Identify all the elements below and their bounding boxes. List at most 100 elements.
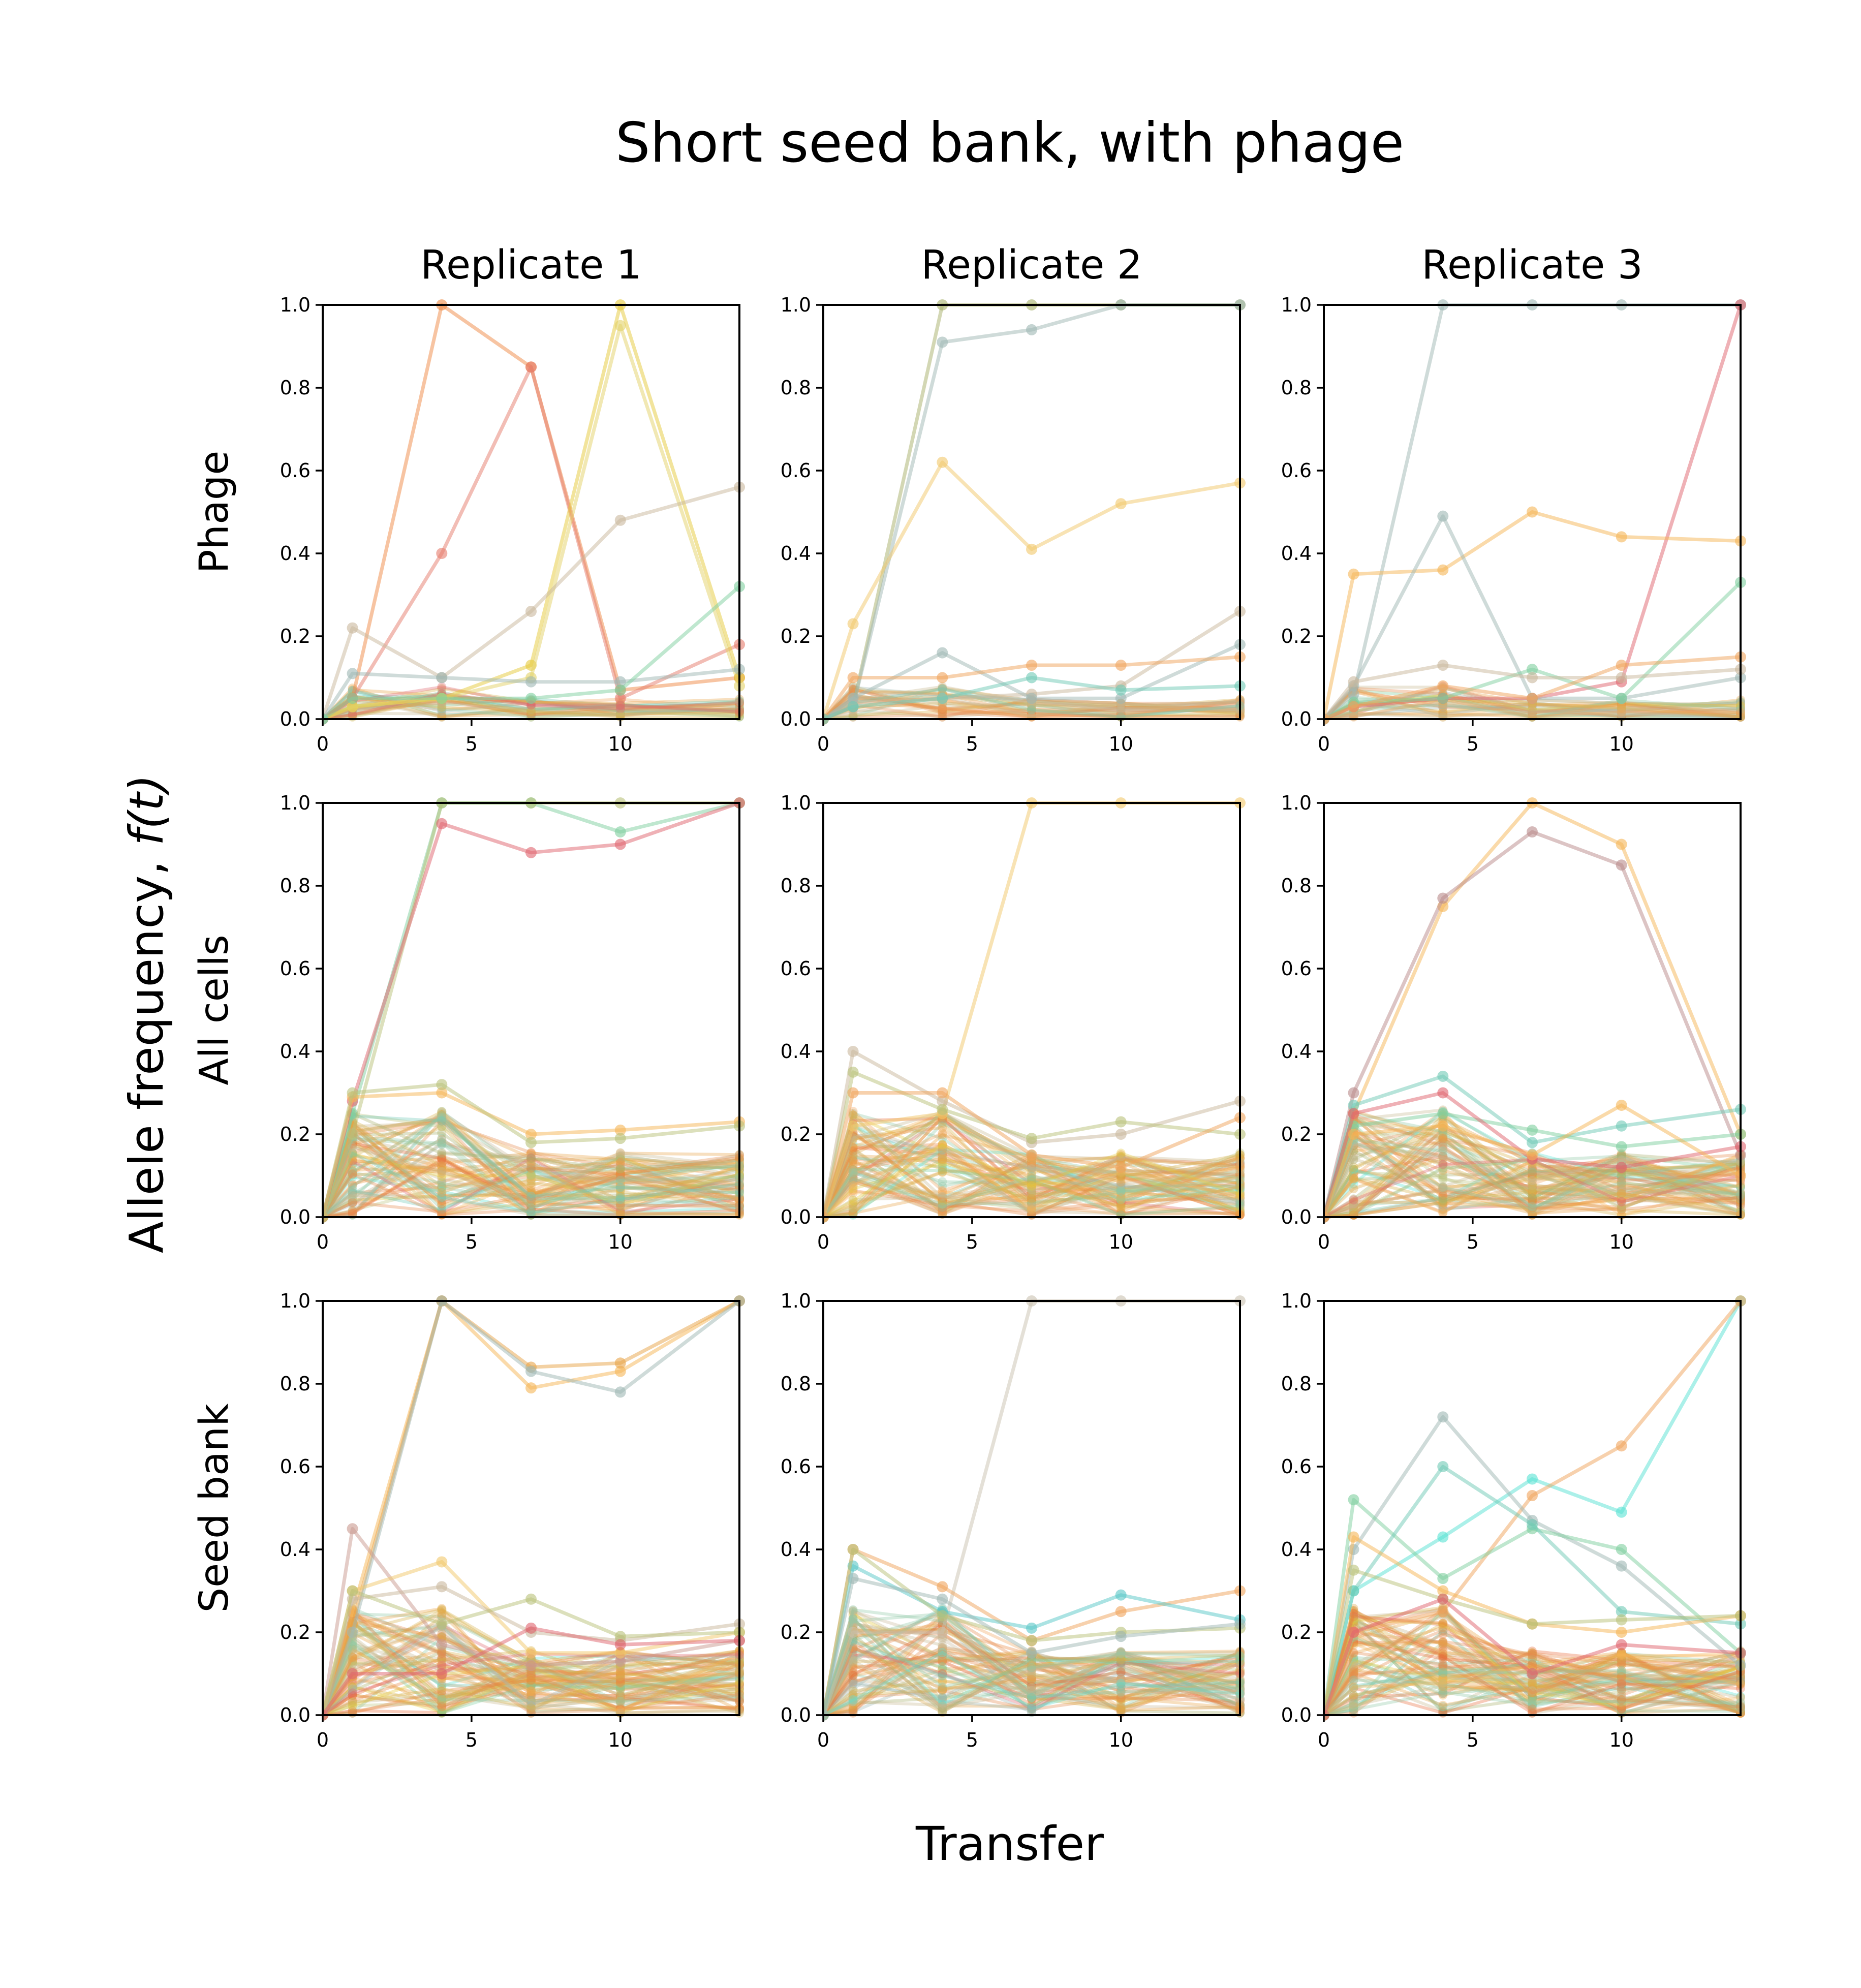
- background-point: [1116, 1656, 1126, 1665]
- background-point: [1027, 1207, 1036, 1217]
- background-point: [1027, 1658, 1036, 1667]
- background-point: [615, 704, 625, 713]
- background-point: [526, 1195, 536, 1204]
- background-point: [1617, 1677, 1626, 1687]
- background-point: [437, 1177, 447, 1187]
- background-point: [938, 1643, 947, 1653]
- plot-area: [1324, 1301, 1741, 1715]
- background-point: [1528, 1661, 1537, 1671]
- x-tick-label: 5: [966, 1729, 978, 1751]
- background-point: [1027, 1160, 1036, 1170]
- background-point: [938, 1664, 947, 1674]
- background-point: [1027, 1704, 1036, 1714]
- background-point: [1027, 1689, 1036, 1699]
- background-line: [823, 1159, 1240, 1218]
- data-point: [1115, 498, 1127, 510]
- axes-frame: [322, 304, 740, 720]
- background-point: [1617, 702, 1626, 712]
- background-point: [615, 1164, 625, 1174]
- data-point: [347, 1585, 358, 1597]
- background-point: [1528, 1188, 1537, 1198]
- data-point: [436, 548, 448, 559]
- background-point: [615, 706, 625, 716]
- background-point: [848, 1165, 858, 1174]
- background-point: [1116, 1186, 1126, 1195]
- background-point: [848, 1156, 858, 1166]
- background-point: [1438, 1132, 1448, 1142]
- background-point: [348, 710, 357, 720]
- background-point: [526, 1171, 536, 1181]
- background-point: [1528, 1681, 1537, 1691]
- background-line: [823, 1135, 1240, 1218]
- y-tick-label: 0.4: [280, 1040, 311, 1063]
- background-point: [1349, 1615, 1358, 1625]
- background-point: [1027, 1177, 1036, 1187]
- background-line: [1324, 1665, 1741, 1716]
- background-point: [1617, 1155, 1626, 1165]
- background-point: [348, 1701, 357, 1711]
- background-point: [848, 1619, 858, 1629]
- background-point: [1617, 1178, 1626, 1188]
- background-point: [526, 1686, 536, 1696]
- background-point: [848, 1170, 858, 1179]
- background-point: [1349, 1207, 1358, 1217]
- background-point: [615, 1195, 625, 1204]
- background-point: [1528, 1181, 1537, 1190]
- background-point: [1116, 1194, 1126, 1203]
- background-point: [1438, 1659, 1448, 1668]
- background-point: [938, 1678, 947, 1687]
- background-line: [323, 1662, 740, 1717]
- background-point: [848, 1704, 858, 1714]
- background-point: [1438, 1668, 1448, 1678]
- background-point: [1349, 1614, 1358, 1624]
- background-point: [1528, 1186, 1537, 1196]
- y-tick-label: 0.4: [280, 542, 311, 565]
- background-point: [848, 1655, 858, 1665]
- background-point: [1349, 1671, 1358, 1681]
- background-point: [526, 1205, 536, 1215]
- background-line: [823, 1143, 1240, 1218]
- background-point: [848, 1178, 858, 1188]
- background-line: [1324, 1608, 1741, 1716]
- background-point: [1116, 1674, 1126, 1684]
- background-point: [1116, 1153, 1126, 1162]
- background-point: [1027, 1167, 1036, 1177]
- y-tick-label: 0.4: [1281, 542, 1312, 565]
- background-point: [1438, 1132, 1448, 1142]
- data-point: [1348, 1108, 1359, 1120]
- data-point: [1437, 1411, 1449, 1423]
- background-point: [1116, 1678, 1126, 1687]
- background-point: [1438, 1639, 1448, 1649]
- background-point: [1116, 1693, 1126, 1702]
- background-point: [848, 1643, 858, 1653]
- series: [823, 672, 1246, 725]
- background-point: [615, 1676, 625, 1686]
- background-line: [1324, 1657, 1741, 1716]
- background-point: [1617, 1170, 1626, 1180]
- background-point: [437, 1194, 447, 1203]
- background-point: [1617, 1675, 1626, 1685]
- background-point: [1617, 1653, 1626, 1663]
- background-point: [938, 1192, 947, 1202]
- background-point: [348, 1160, 357, 1169]
- background-point: [1617, 1658, 1626, 1668]
- background-point: [1438, 1160, 1448, 1170]
- background-line: [1324, 1645, 1741, 1717]
- background-line: [823, 1147, 1241, 1218]
- y-tick-label: 0.0: [1281, 708, 1312, 730]
- background-point: [615, 1170, 625, 1179]
- background-point: [526, 1187, 536, 1196]
- background-point: [1528, 706, 1537, 716]
- background-point: [848, 1607, 858, 1617]
- background-line: [823, 1651, 1240, 1717]
- background-point: [526, 1684, 536, 1693]
- background-point: [1349, 1649, 1358, 1658]
- background-point: [615, 1177, 625, 1187]
- background-point: [1116, 1197, 1126, 1206]
- y-tick-label: 0.6: [1281, 957, 1312, 980]
- background-point: [1027, 1670, 1036, 1680]
- background-point: [437, 1205, 447, 1215]
- background-point: [938, 1647, 947, 1656]
- background-point: [526, 703, 536, 713]
- y-tick-label: 0.0: [1281, 1704, 1312, 1726]
